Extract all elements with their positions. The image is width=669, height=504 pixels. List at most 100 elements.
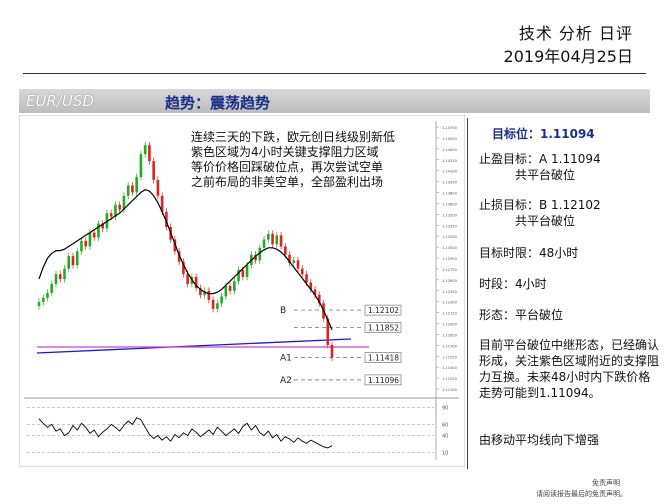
candle-body xyxy=(80,240,83,252)
candle-body xyxy=(199,288,202,295)
candle-body xyxy=(313,289,317,295)
candle-body xyxy=(75,251,79,266)
candle-body xyxy=(216,303,219,309)
candle-body xyxy=(92,232,96,238)
level-value: 1.11852 xyxy=(368,323,399,332)
candle-body xyxy=(118,204,121,210)
price-axis-ticks: 1.14700 1.14550 1.14400 1.14250 1.14100 1.139… xyxy=(436,126,458,392)
candle-body xyxy=(317,294,321,304)
price-tick-label: 1.12000 xyxy=(442,323,458,327)
price-tick-label: 1.14100 xyxy=(442,170,458,174)
stop-loss-note: 共平台破位 xyxy=(515,214,576,228)
candle-body xyxy=(305,274,308,283)
price-tick-label: 1.13950 xyxy=(442,181,458,185)
price-tick-label: 1.14250 xyxy=(442,159,458,163)
level-value-box xyxy=(364,352,402,363)
candle-body xyxy=(156,179,160,196)
report-title: 技术 分析 日评 xyxy=(518,24,633,43)
take-profit-label: 止盈目标：A 1.11094 xyxy=(479,152,601,166)
candle-body xyxy=(58,274,62,280)
candle-body xyxy=(143,145,147,155)
level-value: 1.11096 xyxy=(368,376,399,385)
candle-body xyxy=(203,290,206,295)
level-label: A2 xyxy=(280,376,292,386)
candle-body xyxy=(326,318,330,345)
candle-body xyxy=(241,270,245,277)
candle-body xyxy=(54,274,58,284)
candle-body xyxy=(50,283,54,293)
candle-body xyxy=(267,233,270,240)
stop-loss: 止损目标：B 1.12102 共平台破位 xyxy=(479,197,601,229)
candle-body xyxy=(271,233,274,245)
annotation-line: 等价价格回踩破位点，再次尝试空单 xyxy=(191,160,384,174)
candle-body xyxy=(224,285,228,297)
candle-body xyxy=(279,235,283,247)
osc-tick-label: 90 xyxy=(442,406,448,412)
price-tick-label: 1.11400 xyxy=(442,366,458,370)
price-tick-label: 1.12750 xyxy=(442,268,458,272)
time-limit: 目标时限：48小时 xyxy=(479,246,579,260)
price-tick-label: 1.14400 xyxy=(442,148,458,152)
pattern: 形态：平台破位 xyxy=(479,308,564,322)
chart-frame xyxy=(19,115,465,467)
candle-body xyxy=(71,256,75,266)
osc-tick-label: 60 xyxy=(442,422,448,428)
price-tick-label: 1.11250 xyxy=(442,377,458,381)
candle-body xyxy=(114,204,117,217)
disclaimer-text: 请阅读报告最后的免责声明。 xyxy=(536,490,627,498)
price-tick-label: 1.12600 xyxy=(442,279,458,283)
analysis-description: 目前平台破位中继形态，已经确认形成，关注紫色区域附近的支撑阻力互换。未来48小时… xyxy=(479,338,660,400)
price-tick-label: 1.13800 xyxy=(442,192,458,196)
price-tick-label: 1.12300 xyxy=(442,301,458,305)
candle-body xyxy=(254,254,257,261)
candle-body xyxy=(160,195,164,212)
take-profit-note: 共平台破位 xyxy=(515,168,576,182)
candle-body xyxy=(300,268,304,275)
take-profit: 止盈目标：A 1.11094 共平台破位 xyxy=(479,151,601,183)
chart-annotation: 连续三天的下跌，欧元创日线级别新低 紫色区域为4小时关键支撑阻力区域 等价价格回… xyxy=(191,130,431,190)
price-tick-label: 1.13650 xyxy=(442,202,458,206)
report-date: 2019年04月25日 xyxy=(503,47,633,66)
price-tick-label: 1.12450 xyxy=(442,290,458,294)
osc-tick-label: 40 xyxy=(442,434,448,440)
candle-body xyxy=(41,297,45,302)
candle-body xyxy=(148,145,151,162)
annotation-line: 之前布局的非美空单，全部盈利出场 xyxy=(191,175,384,189)
candle-body xyxy=(63,268,66,280)
candle-body xyxy=(109,213,113,217)
candle-body xyxy=(177,251,181,262)
candle-body xyxy=(152,161,155,180)
candle-body xyxy=(88,232,92,247)
level-value: 1.11418 xyxy=(368,354,399,363)
candle-body xyxy=(186,274,189,284)
candle-body xyxy=(262,239,266,248)
candle-body xyxy=(275,235,279,245)
price-tick-label: 1.14700 xyxy=(442,126,458,130)
candle-body xyxy=(194,276,198,289)
price-tick-label: 1.11550 xyxy=(442,355,458,359)
candles xyxy=(37,141,334,361)
price-tick-label: 1.14550 xyxy=(442,137,458,141)
currency-pair: EUR/USD xyxy=(26,92,94,110)
candle-body xyxy=(182,261,185,275)
moving-average-line xyxy=(38,188,333,330)
annotation-line: 连续三天的下跌，欧元创日线级别新低 xyxy=(191,130,396,144)
level-value-box xyxy=(364,304,402,316)
candle-body xyxy=(67,256,71,269)
header-divider xyxy=(23,73,646,74)
candle-body xyxy=(173,239,177,252)
price-tick-label: 1.12150 xyxy=(442,312,458,316)
target-price: 目标位：1.11094 xyxy=(492,127,595,141)
level-value-box xyxy=(364,322,402,333)
candle-body xyxy=(228,285,232,291)
candle-body xyxy=(139,154,143,178)
candle-body xyxy=(122,195,126,210)
candle-body xyxy=(211,299,215,309)
candle-body xyxy=(220,296,223,304)
price-tick-label: 1.11100 xyxy=(442,388,458,392)
price-chart: 1.14700 1.14550 1.14400 1.14250 1.14100 1.139… xyxy=(19,115,465,467)
annotation-line: 紫色区域为4小时关键支撑阻力区域 xyxy=(191,145,379,159)
panel-divider xyxy=(467,118,468,469)
candle-body xyxy=(165,211,168,228)
candle-body xyxy=(46,292,49,298)
